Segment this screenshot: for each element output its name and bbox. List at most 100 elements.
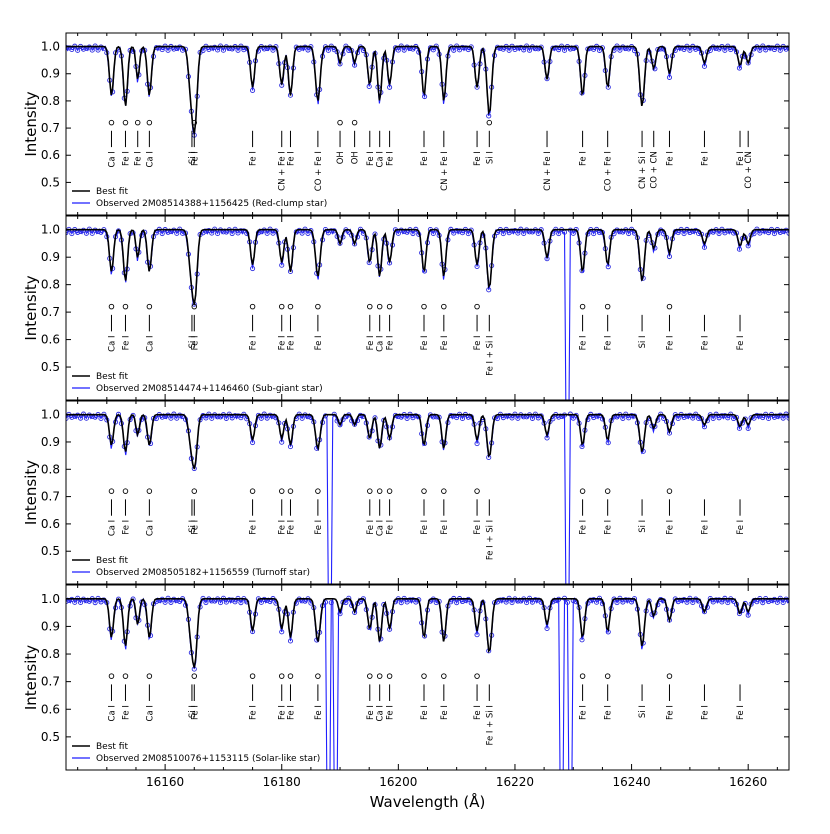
line-marker <box>376 488 383 494</box>
observed-point <box>509 600 515 606</box>
line-marker <box>337 119 343 126</box>
observed-point <box>518 44 524 50</box>
observed-point <box>335 790 339 794</box>
observed-point <box>92 600 98 606</box>
observed-point <box>72 599 78 605</box>
observed-point <box>757 230 763 236</box>
line-id-label: OH <box>351 151 361 164</box>
line-id-label: CN + Fe I <box>543 151 553 191</box>
y-tick-label: 0.6 <box>41 148 60 162</box>
line-marker <box>666 303 673 310</box>
line-id-label: Fe I <box>604 335 614 350</box>
y-tick-label: 0.6 <box>41 517 60 531</box>
observed-point <box>337 422 343 428</box>
observed-point <box>780 415 786 421</box>
observed-point <box>760 600 766 606</box>
observed-point <box>786 230 789 236</box>
observed-point <box>430 47 436 53</box>
line-id-label: Fe I <box>278 520 288 535</box>
observed-point <box>83 230 89 236</box>
line-marker <box>122 673 129 679</box>
y-tick-label: 1.0 <box>41 408 60 422</box>
line-id-label: Fe I <box>665 151 675 166</box>
observed-point <box>687 47 693 53</box>
observed-point <box>771 231 777 237</box>
line-marker <box>249 303 256 310</box>
line-id-label: Fe I <box>249 151 259 166</box>
line-marker <box>191 303 198 310</box>
line-marker <box>287 673 294 679</box>
legend-best-fit-label: Best fit <box>96 742 128 752</box>
line-id-label: Fe I <box>314 520 324 535</box>
observed-point <box>556 230 562 237</box>
y-tick-label: 0.6 <box>41 702 60 716</box>
observed-point <box>701 609 708 615</box>
observed-point <box>451 47 457 53</box>
observed-point <box>570 230 576 236</box>
line-marker <box>146 303 153 310</box>
observed-point <box>646 598 652 604</box>
observed-point <box>591 597 597 603</box>
x-tick-label: 16200 <box>379 775 417 789</box>
observed-point <box>629 413 635 419</box>
observed-point <box>766 230 772 236</box>
line-marker <box>421 303 427 310</box>
line-id-label: Fe I <box>249 335 259 350</box>
observed-point <box>529 415 536 421</box>
observed-point <box>325 47 331 53</box>
observed-point <box>757 47 763 53</box>
best-fit-line <box>66 228 789 305</box>
line-id-label: Ca I <box>145 520 155 536</box>
observed-point <box>526 47 533 53</box>
observed-point <box>430 230 436 237</box>
observed-point <box>299 415 305 421</box>
observed-point <box>220 47 226 53</box>
observed-point <box>250 266 256 272</box>
observed-point <box>560 790 564 794</box>
line-id-label: CO + CN <box>744 151 754 188</box>
line-marker <box>278 488 285 494</box>
line-marker <box>122 488 129 494</box>
line-id-label: Si I <box>188 335 198 348</box>
legend-best-fit-label: Best fit <box>96 372 128 382</box>
observed-point <box>596 47 603 53</box>
line-id-label: Si I <box>485 151 495 164</box>
line-marker <box>666 673 673 679</box>
observed-point <box>561 47 568 53</box>
observed-point <box>565 420 569 424</box>
observed-point <box>78 599 84 606</box>
x-tick-label: 16180 <box>263 775 301 789</box>
x-tick-label: 16260 <box>729 775 767 789</box>
y-tick-label: 0.5 <box>41 730 60 744</box>
observed-point <box>515 415 521 421</box>
observed-point <box>217 600 224 606</box>
line-marker <box>287 303 294 310</box>
line-marker <box>386 303 393 310</box>
observed-point <box>786 415 789 421</box>
y-tick-label: 0.7 <box>41 675 60 689</box>
line-id-label: Fe I <box>665 520 675 535</box>
y-axis-title: Intensity <box>22 460 40 525</box>
observed-point <box>270 47 276 53</box>
observed-point <box>238 415 244 421</box>
line-id-label: Fe I <box>579 151 589 166</box>
observed-point <box>279 262 285 268</box>
observed-point <box>305 230 311 236</box>
line-id-label: Fe I <box>579 335 589 350</box>
line-marker <box>604 488 611 494</box>
legend-observed-label: Observed 2M08505182+1156559 (Turnoff sta… <box>96 568 310 578</box>
observed-point <box>416 414 422 420</box>
line-id-label: Fe I <box>366 705 376 720</box>
y-axis-title: Intensity <box>22 91 40 156</box>
line-id-label: Ca I <box>107 520 117 536</box>
observed-point <box>605 264 611 270</box>
observed-point <box>454 228 460 234</box>
observed-point <box>454 600 460 606</box>
observed-point <box>617 47 623 53</box>
observed-point <box>168 599 174 605</box>
line-id-label: Ca I <box>376 705 386 721</box>
line-id-label: Si I <box>638 520 648 533</box>
observed-point <box>736 246 742 252</box>
